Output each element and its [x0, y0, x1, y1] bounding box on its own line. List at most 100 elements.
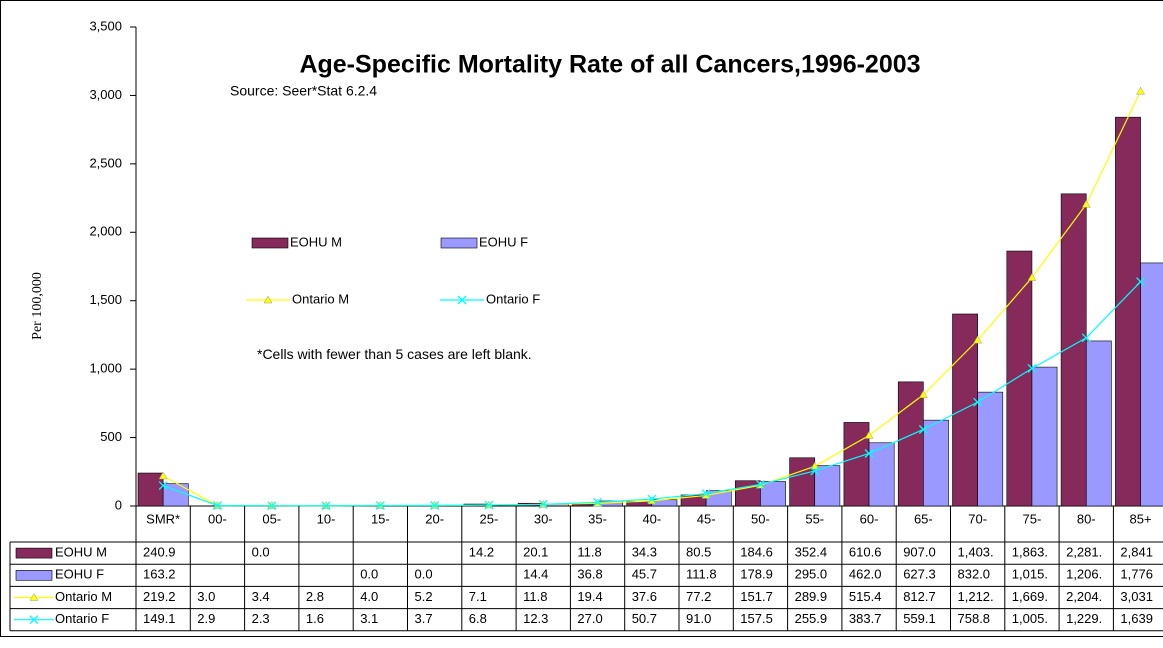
- line-marker: [647, 494, 657, 504]
- chart-title: Age-Specific Mortality Rate of all Cance…: [299, 51, 920, 79]
- legend-label: Ontario F: [486, 291, 540, 306]
- bar: [789, 457, 816, 507]
- table-cell: 80.5: [686, 545, 711, 560]
- table-cell: 462.0: [849, 567, 882, 582]
- table-cell: 3.1: [360, 611, 378, 626]
- line-marker: [1136, 86, 1145, 95]
- line-marker: [1027, 363, 1037, 373]
- table-row-label: EOHU M: [55, 545, 107, 560]
- x-tick-label: 70-: [968, 511, 987, 526]
- table-cell: 5.2: [415, 589, 433, 604]
- table-legend-marker: [29, 615, 39, 625]
- table-cell: 157.5: [740, 611, 773, 626]
- line-marker: [321, 501, 331, 511]
- line-marker: [918, 390, 928, 399]
- line-marker: [1081, 199, 1091, 208]
- table-cell: 7.1: [469, 589, 487, 604]
- table-cell: 20.1: [523, 545, 548, 560]
- table-legend-marker: [29, 592, 39, 601]
- annotation: *Cells with fewer than 5 cases are left …: [257, 346, 532, 362]
- bar: [977, 391, 1004, 507]
- table-cell: 2.3: [252, 611, 270, 626]
- x-tick-label: 00-: [208, 511, 227, 526]
- table-cell: 4.0: [360, 589, 378, 604]
- table-cell: 1,229.: [1066, 611, 1102, 626]
- table-cell: 91.0: [686, 611, 711, 626]
- table-cell: 50.7: [632, 611, 657, 626]
- table-cell: 383.7: [849, 611, 882, 626]
- table-cell: 3.7: [415, 611, 433, 626]
- line-marker: [864, 430, 874, 439]
- bar: [1115, 116, 1141, 507]
- table-cell: 111.8: [686, 567, 717, 582]
- x-tick-label: 10-: [317, 511, 336, 526]
- table-cell: 2.8: [306, 589, 324, 604]
- chart-subtitle: Source: Seer*Stat 6.2.4: [230, 83, 377, 99]
- line-marker: [267, 501, 277, 511]
- bar: [1085, 340, 1112, 507]
- table-cell: 1.6: [306, 611, 324, 626]
- y-tick-label: 2,500: [89, 155, 122, 170]
- x-tick-label: 55-: [805, 511, 824, 526]
- table-cell: 1,863.: [1012, 545, 1048, 560]
- line-marker: [918, 425, 928, 434]
- table-legend-swatch: [15, 547, 53, 559]
- bar: [843, 422, 870, 507]
- table-cell: 6.8: [469, 611, 487, 626]
- table-cell: 2.9: [197, 611, 215, 626]
- table-cell: 149.1: [143, 611, 176, 626]
- table-cell: 45.7: [632, 567, 657, 582]
- y-axis-label: Per 100,000: [30, 272, 45, 340]
- table-cell: 812.7: [903, 589, 936, 604]
- table-cell: 289.9: [795, 589, 828, 604]
- table-cell: 0.0: [360, 567, 378, 582]
- table-cell: 255.9: [795, 611, 828, 626]
- legend-marker: [263, 295, 273, 304]
- line-marker: [375, 501, 385, 511]
- table-cell: 515.4: [849, 589, 882, 604]
- table-cell: 832.0: [958, 567, 991, 582]
- table-cell: 0.0: [252, 545, 270, 560]
- table-cell: 3.4: [252, 589, 270, 604]
- table-cell: 240.9: [143, 545, 176, 560]
- x-tick-label: SMR*: [146, 511, 180, 526]
- x-tick-label: 30-: [534, 511, 553, 526]
- x-tick-label: 50-: [751, 511, 770, 526]
- table-cell: 2,841: [1120, 545, 1153, 560]
- bar: [1031, 366, 1058, 507]
- table-cell: 19.4: [577, 589, 602, 604]
- table-cell: 163.2: [143, 567, 176, 582]
- line-marker: [1136, 277, 1146, 287]
- table-cell: 27.0: [577, 611, 602, 626]
- table-cell: 1,776: [1120, 567, 1153, 582]
- x-tick-label: 05-: [262, 511, 281, 526]
- x-tick-label: 35-: [588, 511, 607, 526]
- table-cell: 3.0: [197, 589, 215, 604]
- bar: [760, 481, 786, 507]
- table-cell: 14.2: [469, 545, 494, 560]
- table-cell: 1,403.: [958, 545, 994, 560]
- y-tick-label: 3,500: [89, 18, 122, 33]
- table-cell: 1,212.: [958, 589, 994, 604]
- table-cell: 907.0: [903, 545, 936, 560]
- line-marker: [538, 499, 548, 509]
- line-marker: [484, 500, 494, 510]
- x-tick-label: 75-: [1023, 511, 1042, 526]
- table-cell: 1,206.: [1066, 567, 1102, 582]
- line-marker: [864, 449, 874, 458]
- table-cell: 1,005.: [1012, 611, 1048, 626]
- table-row-label: Ontario F: [55, 611, 109, 626]
- line-marker: [212, 501, 222, 511]
- table-cell: 3,031: [1120, 589, 1153, 604]
- bar: [1140, 262, 1163, 507]
- table-cell: 184.6: [740, 545, 773, 560]
- x-tick-label: 40-: [642, 511, 661, 526]
- table-cell: 77.2: [686, 589, 711, 604]
- y-tick-label: 1,000: [89, 361, 122, 376]
- table-cell: 11.8: [577, 545, 601, 560]
- table-cell: 11.8: [523, 589, 547, 604]
- table-cell: 559.1: [903, 611, 936, 626]
- line-marker: [755, 479, 765, 489]
- line-marker: [1027, 273, 1037, 281]
